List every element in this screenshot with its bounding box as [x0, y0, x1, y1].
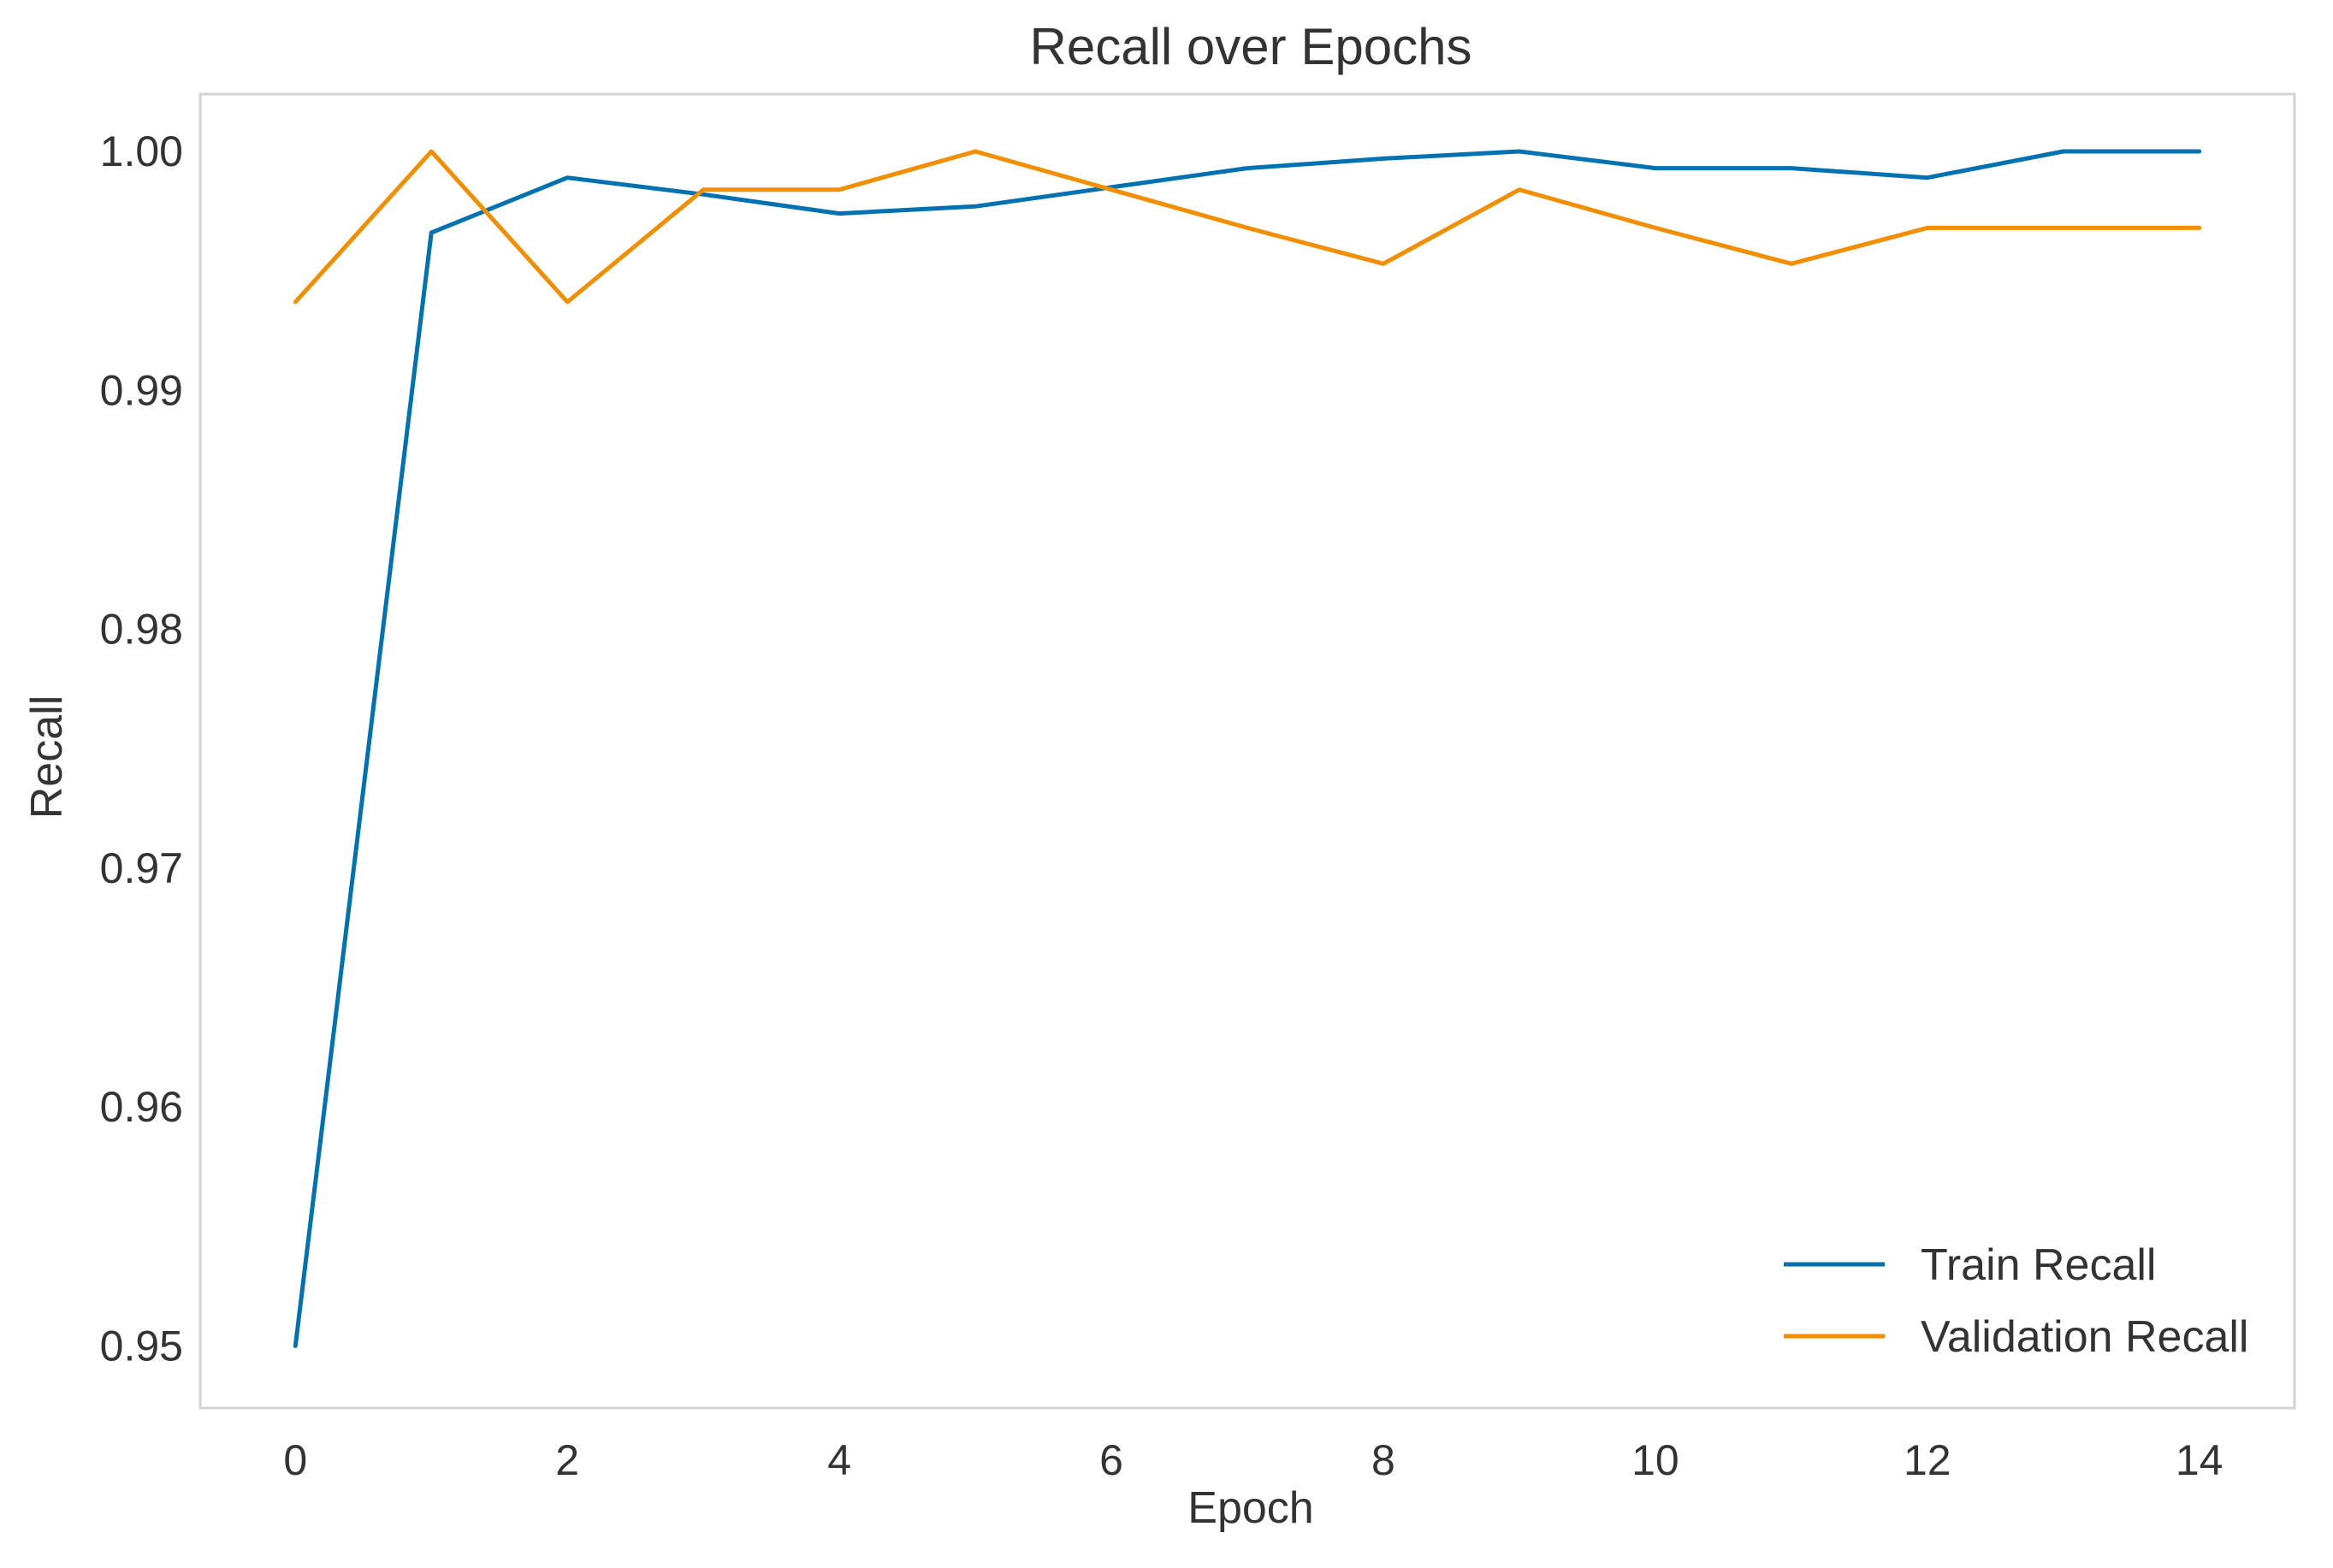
x-axis-label: Epoch	[1187, 1483, 1313, 1533]
y-axis-ticks: 0.95 0.96 0.97 0.98 0.99 1.00	[100, 127, 183, 1370]
plot-frame	[198, 92, 2296, 1410]
x-tick-label: 2	[555, 1436, 579, 1484]
y-tick-label: 0.97	[100, 844, 183, 892]
legend-label: Validation Recall	[1921, 1312, 2248, 1362]
plot-area	[198, 92, 2296, 1410]
y-tick-label: 0.95	[100, 1322, 183, 1370]
chart-title: Recall over Epochs	[1030, 18, 1472, 75]
y-axis-label: Recall	[22, 695, 72, 820]
series-line-train-recall	[293, 149, 2202, 1348]
x-tick-label: 14	[2176, 1436, 2223, 1484]
x-tick-label: 4	[827, 1436, 851, 1484]
legend-label: Train Recall	[1921, 1240, 2157, 1290]
x-tick-label: 8	[1371, 1436, 1395, 1484]
x-tick-label: 12	[1904, 1436, 1951, 1484]
y-tick-label: 0.98	[100, 606, 183, 654]
series-line-validation-recall	[293, 149, 2202, 305]
x-tick-label: 0	[283, 1436, 307, 1484]
series-lines	[293, 149, 2202, 1348]
x-tick-label: 10	[1631, 1436, 1679, 1484]
y-tick-label: 0.96	[100, 1083, 183, 1131]
y-tick-label: 0.99	[100, 366, 183, 414]
y-tick-label: 1.00	[100, 127, 183, 175]
x-tick-label: 6	[1099, 1436, 1123, 1484]
x-axis-ticks: 0 2 4 6 8 10 12 14	[283, 1436, 2223, 1484]
legend: Train Recall Validation Recall	[1784, 1240, 2248, 1362]
legend-item-validation-recall: Validation Recall	[1784, 1312, 2248, 1362]
legend-item-train-recall: Train Recall	[1784, 1240, 2157, 1290]
